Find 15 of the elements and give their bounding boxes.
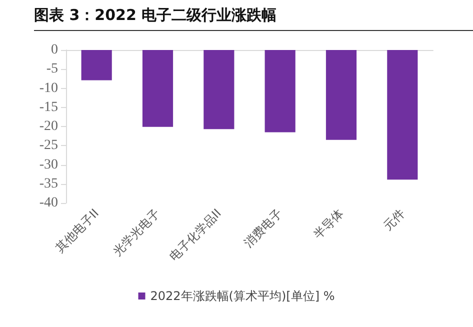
- y-tick-label: -15: [39, 100, 58, 115]
- x-tick-label: 消费电子: [241, 206, 286, 250]
- x-tick-label: 电子化学品II: [166, 206, 224, 264]
- y-tick-label: -5: [46, 62, 58, 77]
- y-tick-label: -30: [39, 157, 58, 172]
- x-tick-label: 半导体: [310, 206, 346, 242]
- x-tick-label: 光学光电子: [110, 206, 163, 258]
- y-tick-label: -35: [39, 176, 58, 192]
- legend-label: 2022年涨跌幅(算术平均)[单位] %: [150, 289, 335, 303]
- y-tick-label: -10: [39, 80, 58, 96]
- chart-title: 图表 3：2022 电子二级行业涨跌幅: [34, 6, 473, 31]
- x-tick-label: 元件: [380, 206, 408, 233]
- y-tick-label: -25: [39, 138, 58, 154]
- y-tick-label: 0: [51, 42, 58, 58]
- y-tick-label: -20: [39, 119, 58, 134]
